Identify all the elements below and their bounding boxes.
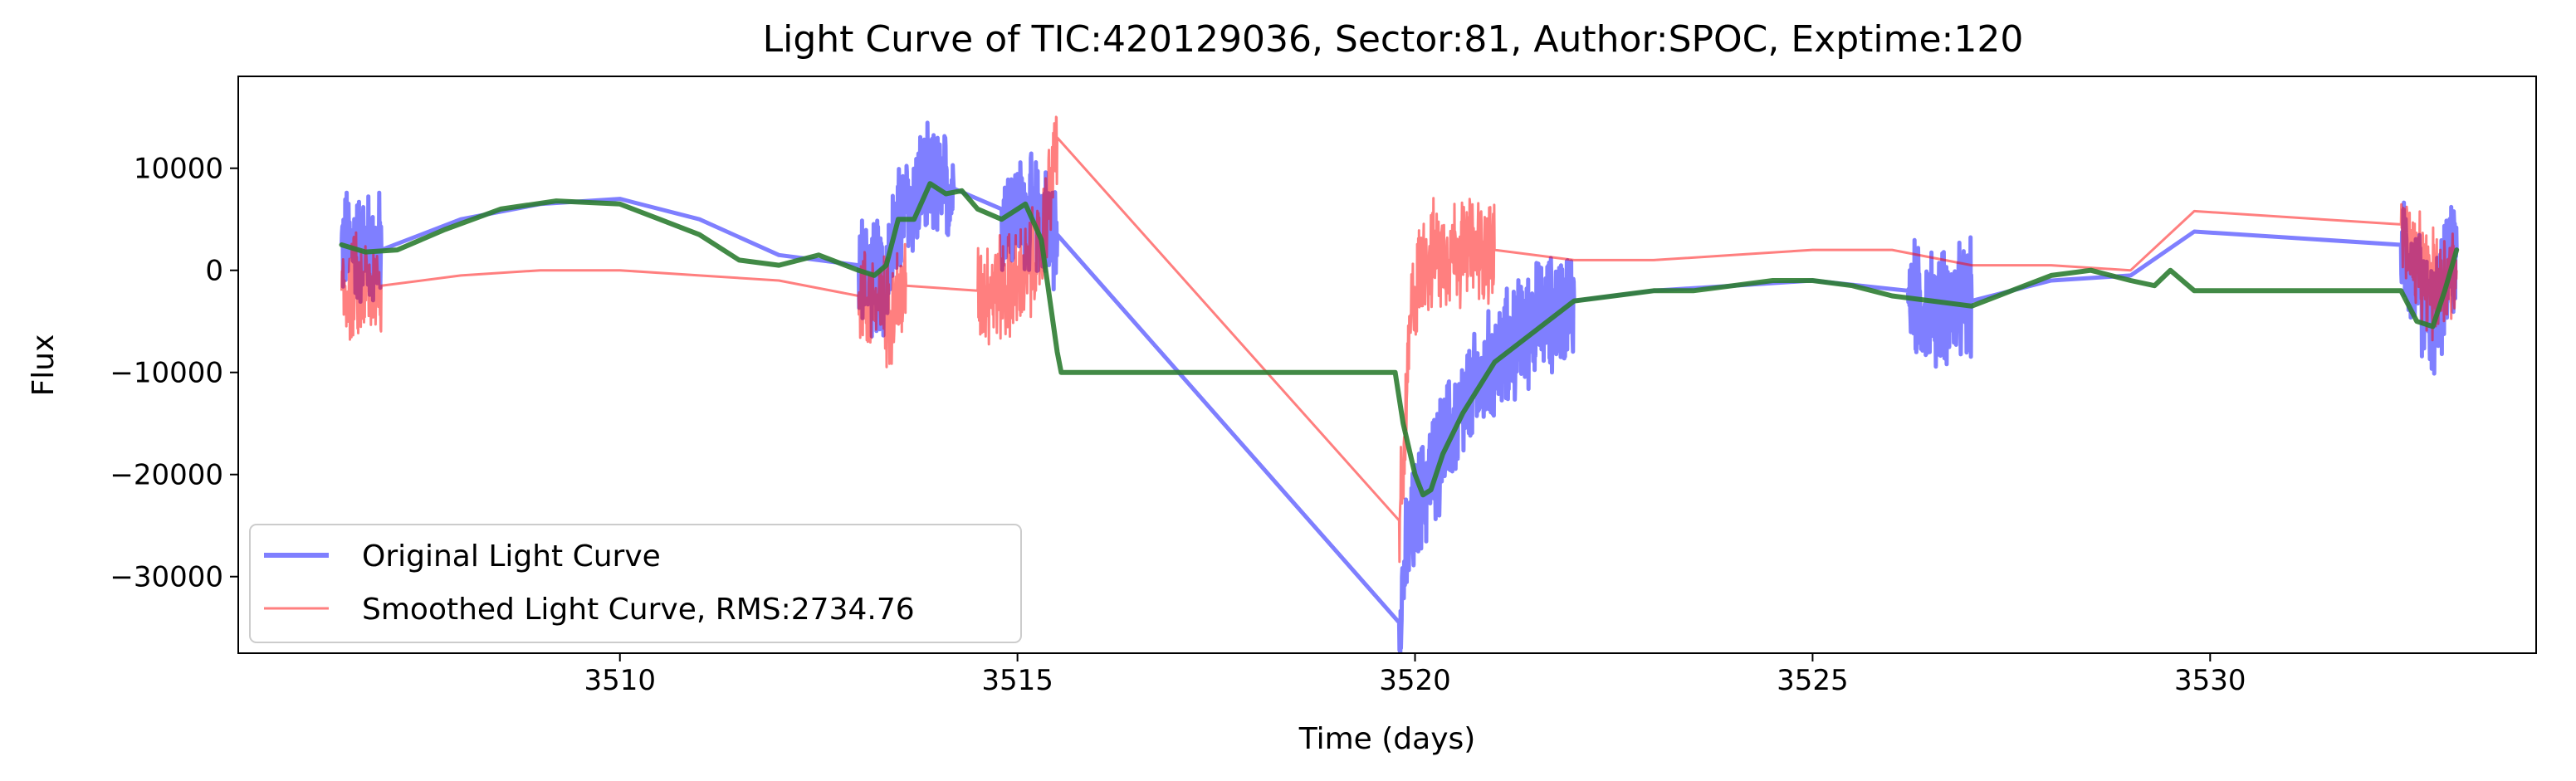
x-tick-label: 3525 — [1777, 664, 1849, 697]
y-tick-label: 10000 — [134, 153, 223, 186]
y-tick-label: 0 — [205, 255, 223, 288]
y-tick-label: −30000 — [110, 561, 223, 594]
series-layer — [339, 115, 2460, 653]
plot-frame — [237, 76, 2537, 654]
legend-box — [249, 524, 1022, 643]
x-axis: 3510 3515 3520 3525 3530 — [584, 653, 2246, 697]
legend-label: Original Light Curve — [362, 539, 661, 574]
legend-label: Smoothed Light Curve, RMS:2734.76 — [362, 593, 915, 627]
x-axis-label: Time (days) — [1298, 722, 1476, 756]
x-tick-label: 3530 — [2174, 664, 2246, 697]
x-tick-label: 3510 — [584, 664, 656, 697]
y-tick-label: −20000 — [110, 459, 223, 492]
y-tick-label: −10000 — [110, 357, 223, 390]
series-line-smoothed — [340, 115, 2458, 564]
series-line-trend — [339, 181, 2460, 498]
chart-title: Light Curve of TIC:420129036, Sector:81,… — [763, 18, 2024, 61]
legend: Original Light Curve Smoothed Light Curve… — [249, 524, 1022, 643]
y-axis: 10000 0 −10000 −20000 −30000 — [110, 153, 238, 594]
x-tick-label: 3520 — [1379, 664, 1451, 697]
y-axis-label: Flux — [27, 334, 61, 397]
x-tick-label: 3515 — [981, 664, 1053, 697]
